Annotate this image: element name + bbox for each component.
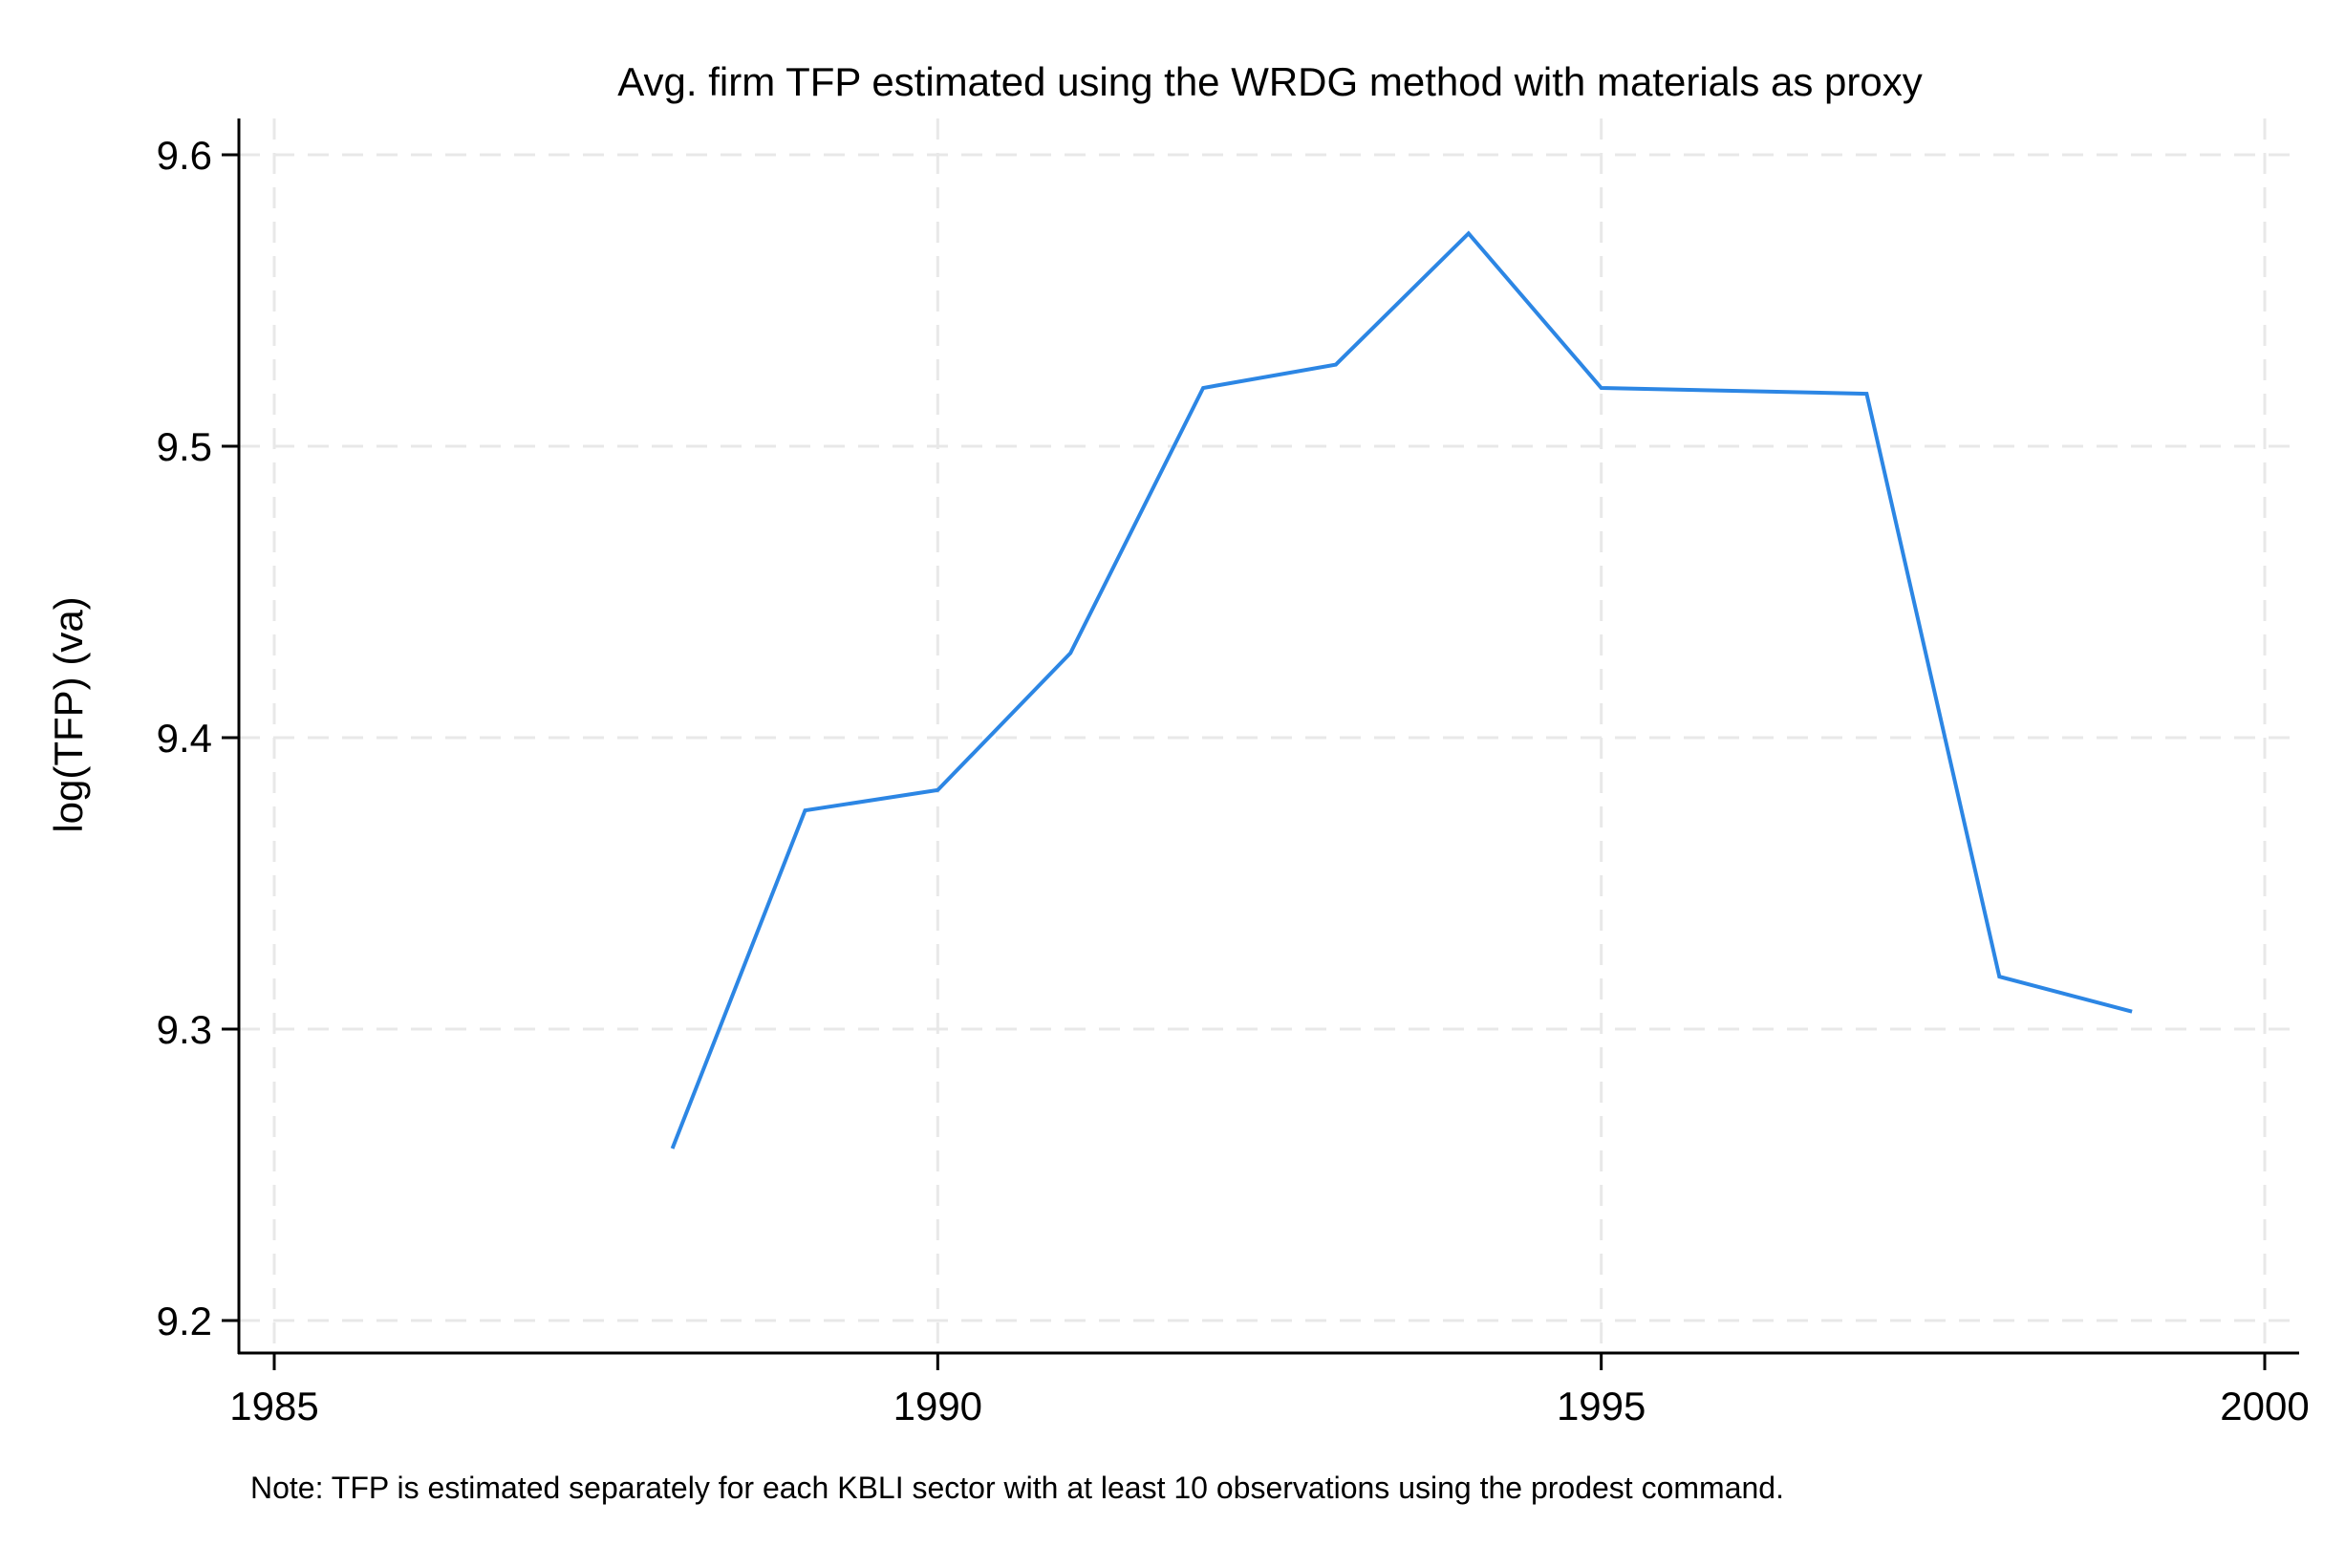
x-tick-label: 1990 [893,1384,982,1428]
series [670,230,2133,1149]
series-line [670,230,2133,1149]
y-tick-label: 9.3 [157,1007,212,1052]
x-tick-label: 1995 [1557,1384,1646,1428]
x-tick-label: 1985 [229,1384,318,1428]
grid [239,118,2299,1353]
labels: Avg. firm TFP estimated using the WRDG m… [46,59,1923,1505]
y-tick-label: 9.6 [157,133,212,178]
y-tick-label: 9.5 [157,424,212,469]
x-tick-label: 2000 [2220,1384,2309,1428]
y-axis-label: log(TFP) (va) [46,596,91,832]
axes: 9.2 9.3 9.4 9.5 9.6 1985 1990 1995 2000 [157,118,2310,1428]
y-tick-label: 9.2 [157,1299,212,1343]
y-tick-label: 9.4 [157,716,212,761]
chart-title: Avg. firm TFP estimated using the WRDG m… [617,59,1923,104]
chart-note: Note: TFP is estimated separately for ea… [250,1471,1784,1505]
